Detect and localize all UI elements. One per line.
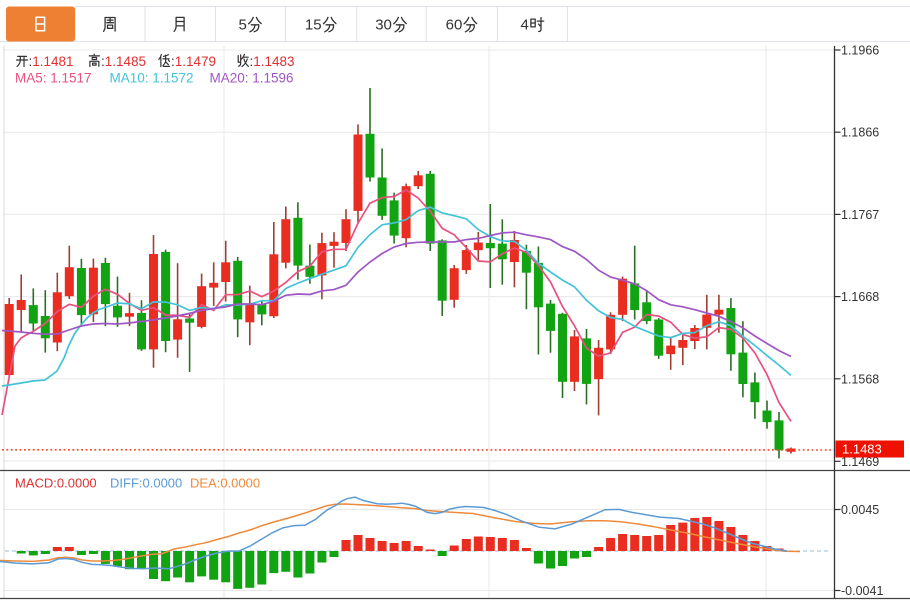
svg-text:1.1966: 1.1966 <box>841 44 879 58</box>
svg-text::1.1485: :1.1485 <box>101 54 146 69</box>
svg-text::1.1481: :1.1481 <box>29 54 74 69</box>
svg-text:1.1568: 1.1568 <box>841 372 879 386</box>
svg-text:1.1767: 1.1767 <box>841 208 879 222</box>
svg-text:MACD:0.0000: MACD:0.0000 <box>15 476 97 491</box>
svg-text:15: 15 <box>305 17 322 34</box>
svg-text:1.1866: 1.1866 <box>841 126 879 140</box>
svg-text:DIFF:0.0000: DIFF:0.0000 <box>110 476 182 491</box>
svg-text:1.1483: 1.1483 <box>842 442 882 457</box>
svg-text:30: 30 <box>375 17 392 34</box>
svg-text:5: 5 <box>238 17 246 34</box>
svg-text:1.1668: 1.1668 <box>841 290 879 304</box>
svg-text:-0.0041: -0.0041 <box>841 584 883 598</box>
svg-text:4: 4 <box>520 17 528 34</box>
svg-text::1.1483: :1.1483 <box>250 54 295 69</box>
svg-text::1.1479: :1.1479 <box>171 54 216 69</box>
svg-text:60: 60 <box>446 17 463 34</box>
svg-text:MA10: 1.1572: MA10: 1.1572 <box>110 70 194 85</box>
svg-text:DEA:0.0000: DEA:0.0000 <box>190 476 260 491</box>
svg-text:MA20: 1.1596: MA20: 1.1596 <box>210 70 294 85</box>
svg-text:0.0045: 0.0045 <box>841 503 879 517</box>
svg-text:MA5: 1.1517: MA5: 1.1517 <box>15 70 92 85</box>
